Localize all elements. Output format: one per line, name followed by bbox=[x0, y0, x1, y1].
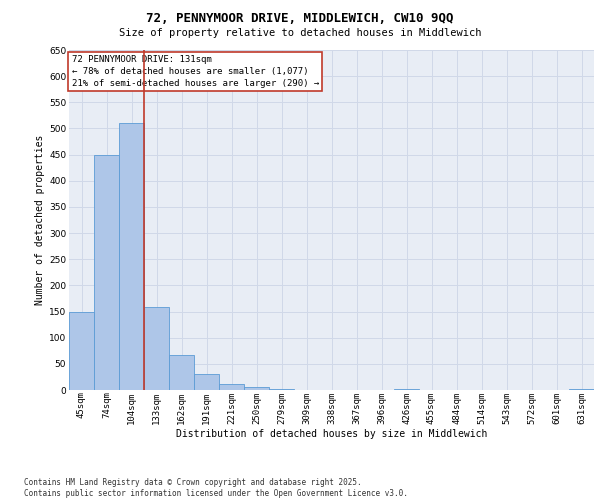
Bar bbox=[169, 355, 194, 390]
Bar bbox=[219, 384, 244, 390]
Bar bbox=[119, 123, 144, 390]
Bar bbox=[244, 387, 269, 390]
X-axis label: Distribution of detached houses by size in Middlewich: Distribution of detached houses by size … bbox=[176, 429, 487, 439]
Text: Contains HM Land Registry data © Crown copyright and database right 2025.
Contai: Contains HM Land Registry data © Crown c… bbox=[24, 478, 408, 498]
Text: 72, PENNYMOOR DRIVE, MIDDLEWICH, CW10 9QQ: 72, PENNYMOOR DRIVE, MIDDLEWICH, CW10 9Q… bbox=[146, 12, 454, 26]
Bar bbox=[194, 374, 219, 390]
Text: 72 PENNYMOOR DRIVE: 131sqm
← 78% of detached houses are smaller (1,077)
21% of s: 72 PENNYMOOR DRIVE: 131sqm ← 78% of deta… bbox=[71, 55, 319, 88]
Bar bbox=[144, 308, 169, 390]
Text: Size of property relative to detached houses in Middlewich: Size of property relative to detached ho… bbox=[119, 28, 481, 38]
Y-axis label: Number of detached properties: Number of detached properties bbox=[35, 135, 45, 305]
Bar bbox=[69, 312, 94, 390]
Bar bbox=[94, 154, 119, 390]
